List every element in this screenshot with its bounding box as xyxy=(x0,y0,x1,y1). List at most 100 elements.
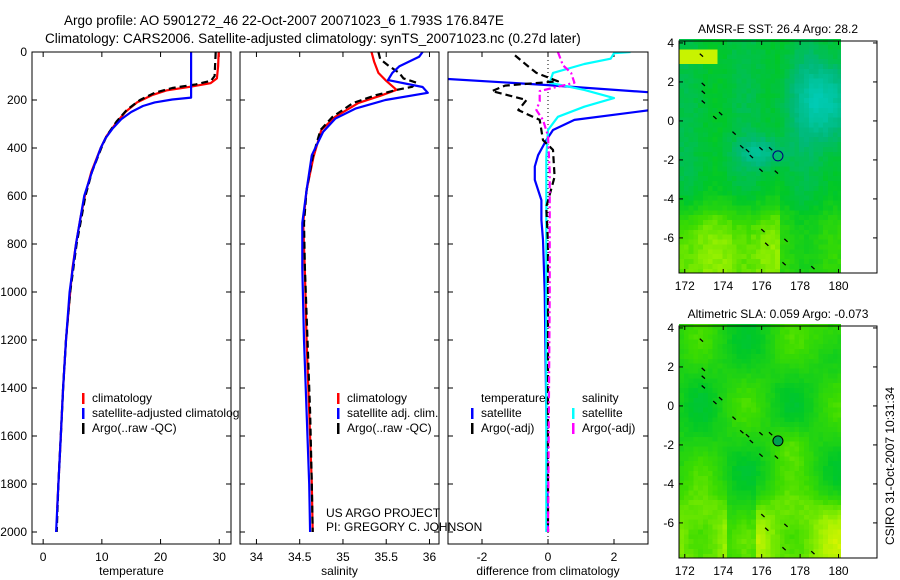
map-cell xyxy=(799,53,805,60)
map-cell xyxy=(784,102,791,108)
map-cell xyxy=(751,509,757,515)
map-cell xyxy=(837,224,842,230)
map-cell xyxy=(823,102,829,108)
x-tick-label: 174 xyxy=(713,564,733,578)
map-cell xyxy=(741,48,747,55)
map-cell xyxy=(832,199,839,206)
map-cell xyxy=(736,253,743,259)
map-cell xyxy=(688,431,694,437)
map-cell xyxy=(698,411,704,418)
map-cell xyxy=(746,538,752,544)
map-cell xyxy=(818,431,824,437)
map-cell xyxy=(832,436,839,442)
map-cell xyxy=(717,107,723,113)
map-cell xyxy=(751,480,757,486)
map-cell xyxy=(784,338,791,345)
map-cell xyxy=(784,160,791,167)
island-coastline xyxy=(758,146,764,151)
map-cell xyxy=(770,53,776,60)
map-cell xyxy=(741,112,747,118)
map-cell xyxy=(712,248,718,255)
map-cell xyxy=(799,445,805,452)
map-cell xyxy=(698,199,704,206)
map-cell xyxy=(813,87,819,94)
map-cell xyxy=(698,499,704,505)
map-cell xyxy=(736,397,743,403)
map-cell xyxy=(727,39,733,45)
map-cell xyxy=(832,82,839,89)
map-cell xyxy=(837,63,842,69)
map-cell xyxy=(784,480,791,486)
map-cell xyxy=(698,63,704,69)
map-cell xyxy=(818,553,824,559)
map-cell xyxy=(823,392,829,398)
map-cell xyxy=(727,185,733,191)
map-cell xyxy=(751,229,757,235)
map-cell xyxy=(707,514,714,520)
map-cell xyxy=(707,480,714,486)
map-cell xyxy=(794,195,800,201)
map-cell xyxy=(813,117,819,123)
map-cell xyxy=(717,141,723,147)
map-cell xyxy=(751,53,757,60)
map-cell xyxy=(707,543,714,549)
map-cell xyxy=(808,68,815,74)
map-cell xyxy=(755,73,762,79)
map-cell xyxy=(823,367,829,374)
map-cell xyxy=(775,406,781,413)
map-cell xyxy=(683,523,690,530)
map-cell xyxy=(789,121,795,128)
map-cell xyxy=(727,436,733,442)
map-cell xyxy=(741,406,747,413)
map-cell xyxy=(712,392,718,398)
map-cell xyxy=(722,523,728,530)
map-cell xyxy=(779,170,786,177)
map-cell xyxy=(755,209,762,216)
map-cell xyxy=(765,97,771,103)
map-cell xyxy=(784,209,791,216)
map-cell xyxy=(755,499,762,505)
map-cell xyxy=(717,263,723,269)
map-cell xyxy=(731,353,738,359)
map-cell xyxy=(693,363,699,369)
island-coastline xyxy=(764,242,769,247)
map-cell xyxy=(698,136,704,142)
map-cell xyxy=(736,43,743,50)
map-cell xyxy=(828,243,834,250)
map-cell xyxy=(751,519,757,525)
map-cell xyxy=(799,43,805,50)
map-cell xyxy=(693,219,699,225)
map-cell xyxy=(837,185,842,191)
map-cell xyxy=(794,190,800,196)
map-cell xyxy=(760,204,767,211)
map-cell xyxy=(784,387,791,393)
y-tick-label: 4 xyxy=(667,321,674,335)
map-cell xyxy=(688,199,694,206)
map-cell xyxy=(712,387,718,393)
map-cell xyxy=(693,121,699,128)
map-cell xyxy=(813,121,819,128)
map-cell xyxy=(823,53,829,60)
map-cell xyxy=(717,160,723,167)
map-cell xyxy=(731,470,738,476)
map-cell xyxy=(837,263,842,269)
y-tick-label: -2 xyxy=(663,153,674,167)
map-cell xyxy=(736,514,743,520)
map-cell xyxy=(818,333,824,340)
map-cell xyxy=(722,392,728,398)
map-cell xyxy=(832,348,839,354)
map-cell xyxy=(731,441,738,447)
map-cell xyxy=(703,204,709,211)
map-cell xyxy=(808,92,815,99)
map-cell xyxy=(693,199,699,206)
map-cell xyxy=(703,367,709,374)
map-cell xyxy=(751,121,757,128)
map-cell xyxy=(712,253,718,259)
map-cell xyxy=(828,160,834,167)
map-cell xyxy=(683,514,690,520)
map-cell xyxy=(698,475,704,481)
map-cell xyxy=(799,358,805,364)
map-cell xyxy=(765,543,771,549)
map-cell xyxy=(712,238,718,245)
map-cell xyxy=(736,387,743,393)
